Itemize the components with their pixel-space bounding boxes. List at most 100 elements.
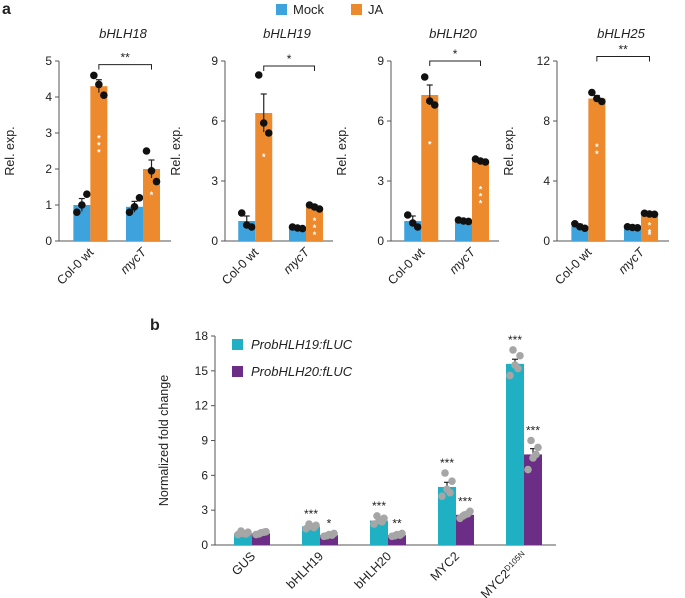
- significance-bhlh18-myct-ja-0: *: [150, 190, 154, 200]
- y-tick-label-bhlh20-3: 3: [377, 174, 384, 188]
- legend-mock-label: Mock: [293, 2, 325, 17]
- y-axis-title-panel-b: Normalized fold change: [157, 375, 171, 506]
- data-point-panel-b-gus-probhlh19-fluc-4: [242, 530, 250, 538]
- significance-bhlh25-col-0-wt-ja-1: *: [595, 149, 599, 159]
- y-tick-label-bhlh19-3: 3: [211, 174, 218, 188]
- data-point-bhlh18-col-0-wt-mock-1: [78, 201, 86, 209]
- category-label-bhlh19-1: mycT: [281, 244, 313, 276]
- category-label-bhlh20-1: mycT: [447, 244, 479, 276]
- comparison-label-bhlh25: **: [619, 43, 629, 57]
- significance-panel-b-myc2-probhlh20-fluc: ***: [526, 424, 540, 438]
- data-point-bhlh19-col-0-wt-mock-2: [247, 223, 256, 231]
- bar-bhlh20-myct-mock: [455, 221, 472, 241]
- chart-title-bhlh25: bHLH25: [597, 26, 645, 41]
- bar-panel-b-myc2-probhlh20-fluc: [456, 514, 474, 545]
- comparison-bracket-bhlh19: [263, 65, 315, 71]
- y-tick-label-bhlh18-2: 2: [45, 162, 52, 176]
- data-point-panel-b-bhlh19-probhlh20-fluc-4: [328, 531, 336, 539]
- bar-bhlh19-myct-ja: [306, 207, 323, 241]
- category-label-bhlh25-1: mycT: [616, 244, 648, 276]
- significance-bhlh19-col-0-wt-ja-0: *: [262, 152, 266, 162]
- data-point-bhlh20-col-0-wt-ja-0: [420, 73, 429, 81]
- data-point-bhlh18-col-0-wt-ja-0: [90, 71, 98, 80]
- data-point-panel-b-bhlh20-probhlh19-fluc-4: [378, 517, 386, 526]
- significance-bhlh18-col-0-wt-ja-0: *: [97, 134, 101, 144]
- y-tick-label-panel-b-6: 6: [201, 468, 208, 482]
- significance-bhlh18-col-0-wt-ja-2: *: [97, 148, 101, 158]
- significance-bhlh20-myct-ja-0: *: [479, 185, 483, 195]
- bar-panel-b-gus-probhlh19-fluc: [234, 533, 252, 545]
- bar-bhlh18-myct-ja: [143, 169, 160, 241]
- panel-a-label: a: [2, 1, 11, 18]
- significance-panel-b-myc2-probhlh19-fluc: ***: [440, 456, 454, 470]
- category-label-bhlh18-1: mycT: [118, 244, 150, 276]
- bar-bhlh19-col-0-wt-ja: [255, 113, 273, 241]
- comparison-label-bhlh20: *: [453, 47, 458, 61]
- bar-panel-b-bhlh19-probhlh20-fluc: [320, 535, 338, 545]
- y-tick-label-panel-b-3: 3: [201, 503, 208, 517]
- y-axis-title-bhlh19: Rel. exp.: [169, 126, 183, 175]
- significance-panel-b-bhlh20-probhlh20-fluc: **: [392, 516, 402, 530]
- y-tick-label-panel-b-9: 9: [201, 434, 208, 448]
- significance-bhlh25-myct-ja-1: *: [648, 228, 652, 238]
- significance-bhlh20-myct-ja-2: *: [479, 199, 483, 209]
- data-point-panel-b-myc2-probhlh19-fluc-2: [448, 477, 456, 485]
- data-point-bhlh25-myct-mock-2: [633, 224, 642, 232]
- data-point-panel-b-myc2-probhlh20-fluc-2: [534, 443, 542, 452]
- legend-bhlh20-reporter-swatch: [232, 366, 243, 377]
- category-label-panel-b-2: bHLH20: [352, 549, 394, 591]
- y-tick-label-bhlh20-0: 0: [377, 234, 384, 248]
- comparison-bracket-bhlh25: [596, 56, 650, 62]
- data-point-bhlh19-col-0-wt-ja-2: [264, 129, 273, 137]
- data-point-bhlh18-myct-ja-0: [142, 147, 151, 155]
- category-label-bhlh20-0: Col-0 wt: [385, 245, 428, 288]
- bar-bhlh25-col-0-wt-ja: [588, 98, 606, 241]
- data-point-bhlh20-col-0-wt-ja-2: [430, 101, 439, 109]
- comparison-bracket-bhlh18: [98, 64, 152, 70]
- y-tick-label-bhlh18-4: 4: [45, 90, 52, 104]
- data-point-bhlh18-myct-mock-2: [135, 194, 144, 202]
- data-point-panel-b-myc2-probhlh20-fluc-4: [464, 509, 472, 518]
- data-point-bhlh25-col-0-wt-mock-2: [581, 224, 589, 233]
- significance-bhlh19-myct-ja-2: *: [313, 230, 317, 240]
- data-point-bhlh20-myct-ja-2: [481, 158, 490, 166]
- significance-panel-b-bhlh19-probhlh20-fluc: *: [327, 516, 332, 530]
- significance-panel-b-bhlh19-probhlh19-fluc: ***: [304, 507, 318, 521]
- significance-bhlh25-col-0-wt-ja-0: *: [595, 142, 599, 152]
- comparison-label-bhlh18: **: [121, 51, 131, 65]
- data-point-panel-b-myc2-probhlh19-fluc-4: [514, 364, 522, 373]
- data-point-panel-b-gus-probhlh20-fluc-4: [260, 528, 268, 537]
- legend-mock-swatch: [276, 4, 287, 15]
- significance-panel-b-myc2-probhlh20-fluc: ***: [458, 494, 472, 508]
- category-superscript-panel-b-4: D105N: [502, 549, 526, 573]
- y-tick-label-bhlh18-1: 1: [45, 198, 52, 212]
- significance-bhlh19-myct-ja-0: *: [313, 216, 317, 226]
- comparison-bracket-bhlh20: [429, 60, 481, 66]
- data-point-bhlh19-col-0-wt-mock-0: [237, 209, 246, 217]
- y-tick-label-bhlh25-4: 4: [543, 174, 550, 188]
- data-point-bhlh20-col-0-wt-mock-0: [403, 211, 412, 219]
- significance-bhlh20-col-0-wt-ja-0: *: [428, 140, 432, 150]
- category-label-bhlh19-0: Col-0 wt: [219, 245, 262, 288]
- data-point-bhlh18-myct-ja-2: [152, 177, 161, 186]
- data-point-panel-b-myc2-probhlh19-fluc-0: [506, 371, 514, 380]
- legend-bhlh19-reporter-label: ProbHLH19:fLUC: [251, 337, 353, 352]
- data-point-bhlh19-col-0-wt-ja-1: [259, 119, 268, 127]
- data-point-bhlh18-myct-mock-0: [125, 208, 134, 216]
- data-point-panel-b-myc2-probhlh19-fluc-3: [441, 469, 449, 477]
- y-tick-label-bhlh25-0: 0: [543, 234, 550, 248]
- y-tick-label-bhlh19-6: 6: [211, 114, 218, 128]
- bar-bhlh25-myct-ja: [641, 214, 658, 241]
- y-tick-label-panel-b-0: 0: [201, 538, 208, 552]
- y-tick-label-bhlh18-3: 3: [45, 126, 52, 140]
- data-point-bhlh19-myct-ja-2: [315, 205, 324, 213]
- legend-bhlh19-reporter-swatch: [232, 339, 243, 350]
- data-point-panel-b-bhlh20-probhlh19-fluc-3: [373, 512, 381, 520]
- chart-title-bhlh19: bHLH19: [263, 26, 311, 41]
- data-point-bhlh18-col-0-wt-ja-1: [95, 80, 103, 89]
- legend-a: Mock JA: [276, 2, 384, 17]
- data-point-panel-b-myc2-probhlh20-fluc-3: [527, 436, 535, 445]
